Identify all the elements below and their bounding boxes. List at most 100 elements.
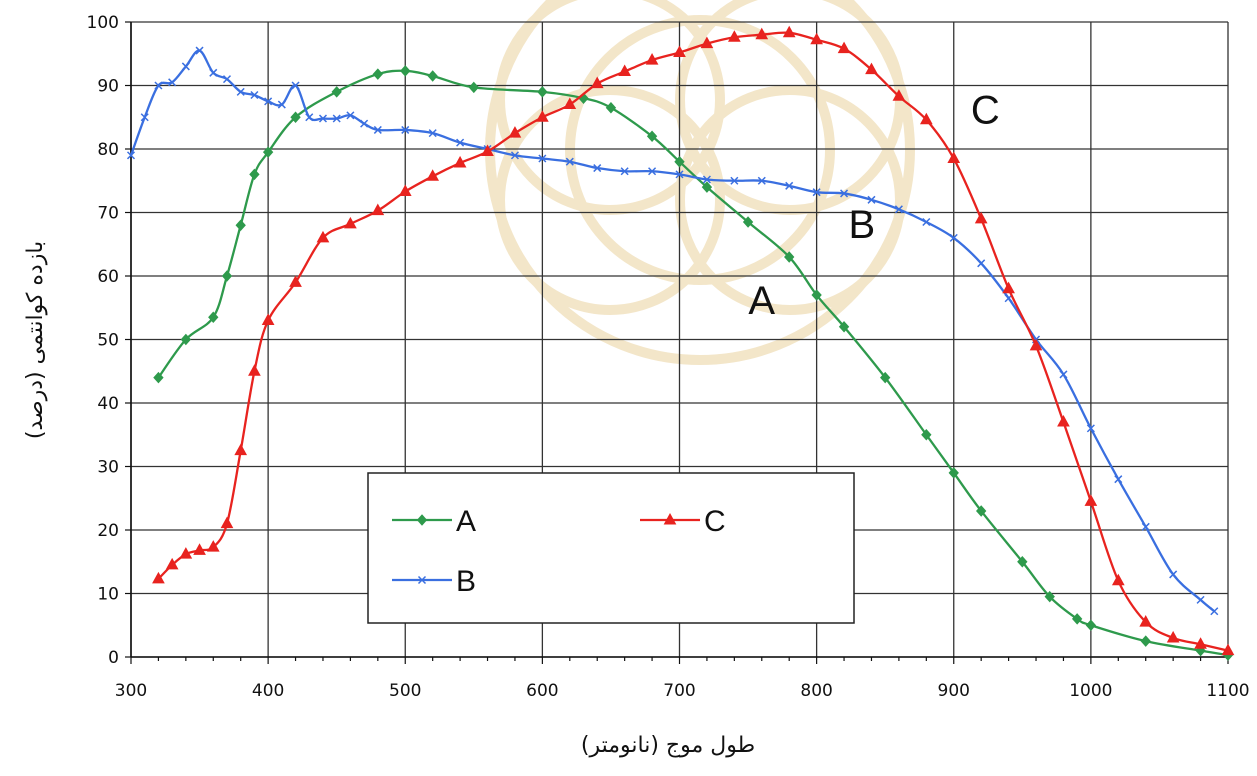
x-tick-label: 800 <box>800 681 832 701</box>
data-point-b <box>1169 570 1178 579</box>
curve-label-b: B <box>849 203 876 247</box>
series-c <box>152 25 1235 656</box>
data-point-a <box>1140 635 1151 647</box>
data-point-a <box>948 467 959 479</box>
data-point-b <box>168 78 177 87</box>
data-point-c <box>1002 281 1015 294</box>
y-tick-label: 70 <box>97 204 119 224</box>
legend-marker-a <box>416 514 428 526</box>
data-point-c <box>179 547 193 559</box>
y-tick-label: 30 <box>97 458 119 478</box>
curve-label-c: C <box>971 89 1000 133</box>
legend-label-a: A <box>456 505 476 538</box>
data-point-c <box>1194 637 1207 649</box>
data-point-b <box>209 68 218 77</box>
data-point-b <box>291 81 300 90</box>
data-point-a <box>701 181 713 193</box>
data-point-c <box>728 30 741 42</box>
data-point-a <box>537 86 548 98</box>
data-point-c <box>165 557 179 570</box>
data-point-b <box>757 176 766 185</box>
data-point-a <box>838 321 850 333</box>
data-point-a <box>331 86 342 98</box>
data-point-c <box>398 184 412 197</box>
y-axis-title: بازده کوانتمی (درصد) <box>23 241 48 439</box>
data-point-b <box>565 157 574 166</box>
data-point-c <box>865 62 878 75</box>
data-point-a <box>372 68 383 80</box>
data-point-a <box>880 371 891 384</box>
data-point-c <box>261 313 275 325</box>
data-point-b <box>222 75 232 84</box>
x-tick-label: 300 <box>115 681 147 701</box>
data-point-b <box>675 170 684 179</box>
legend-marker-c <box>663 512 677 525</box>
data-point-c <box>220 516 234 529</box>
data-point-a <box>1017 556 1028 568</box>
data-point-c <box>1221 643 1235 656</box>
data-point-c <box>947 151 961 164</box>
y-tick-label: 90 <box>97 77 119 97</box>
data-point-b <box>785 181 794 190</box>
data-point-b <box>1059 370 1068 379</box>
data-point-c <box>1029 338 1043 351</box>
data-point-c <box>590 76 604 89</box>
data-point-c <box>1166 630 1180 643</box>
data-point-b <box>154 81 163 90</box>
data-point-a <box>249 168 260 181</box>
data-point-b <box>949 233 958 242</box>
data-point-b <box>840 189 849 198</box>
data-point-a <box>921 429 932 441</box>
axis-titles: طول موج (نانومتر) بازده کوانتمی (درصد) <box>23 241 755 758</box>
data-point-a <box>811 289 822 301</box>
data-point-c <box>371 203 385 216</box>
data-point-b <box>401 125 410 134</box>
x-tick-label: 900 <box>938 681 970 701</box>
x-tick-label: 600 <box>526 681 558 701</box>
data-point-b <box>456 138 465 147</box>
y-tick-label: 10 <box>97 585 119 605</box>
data-point-a <box>742 216 754 228</box>
data-point-b <box>181 62 190 71</box>
data-point-c <box>152 571 165 584</box>
data-point-a <box>180 333 192 346</box>
data-point-a <box>976 505 987 517</box>
series-a <box>153 65 1234 661</box>
data-point-b <box>140 113 149 122</box>
data-point-c <box>974 211 988 224</box>
data-point-c <box>810 32 823 45</box>
data-point-b <box>264 97 273 106</box>
data-point-c <box>508 126 522 138</box>
data-point-c <box>755 27 769 40</box>
legend: AB C <box>367 472 855 624</box>
data-point-b <box>195 46 204 55</box>
data-point-c <box>1139 615 1153 627</box>
y-tick-label: 80 <box>97 140 119 160</box>
data-point-c <box>536 110 549 122</box>
data-point-a <box>1085 619 1097 631</box>
curve-label-a: A <box>748 279 775 323</box>
data-point-c <box>782 25 796 38</box>
data-point-c <box>1111 573 1125 586</box>
series-line-a <box>157 69 1229 657</box>
data-point-c <box>1057 415 1070 427</box>
data-point-b <box>236 87 245 96</box>
data-point-b <box>277 100 286 109</box>
data-point-a <box>208 311 219 324</box>
data-point-c <box>193 543 206 555</box>
data-point-c <box>837 41 851 54</box>
data-point-b <box>702 175 711 184</box>
data-point-c <box>645 53 659 65</box>
data-point-b <box>250 90 259 100</box>
data-point-c <box>618 64 631 77</box>
axes: 300 400 500 600 700 800 900 1000 1100 0 10 20 30 40 50… <box>87 13 1250 701</box>
data-series <box>126 25 1235 661</box>
data-point-b <box>894 205 903 214</box>
data-point-b <box>373 125 382 134</box>
data-point-b <box>593 164 602 173</box>
y-tick-label: 0 <box>108 648 119 668</box>
data-point-b <box>1114 475 1123 484</box>
curve-labels: A B C <box>748 89 999 324</box>
data-point-b <box>126 151 136 160</box>
